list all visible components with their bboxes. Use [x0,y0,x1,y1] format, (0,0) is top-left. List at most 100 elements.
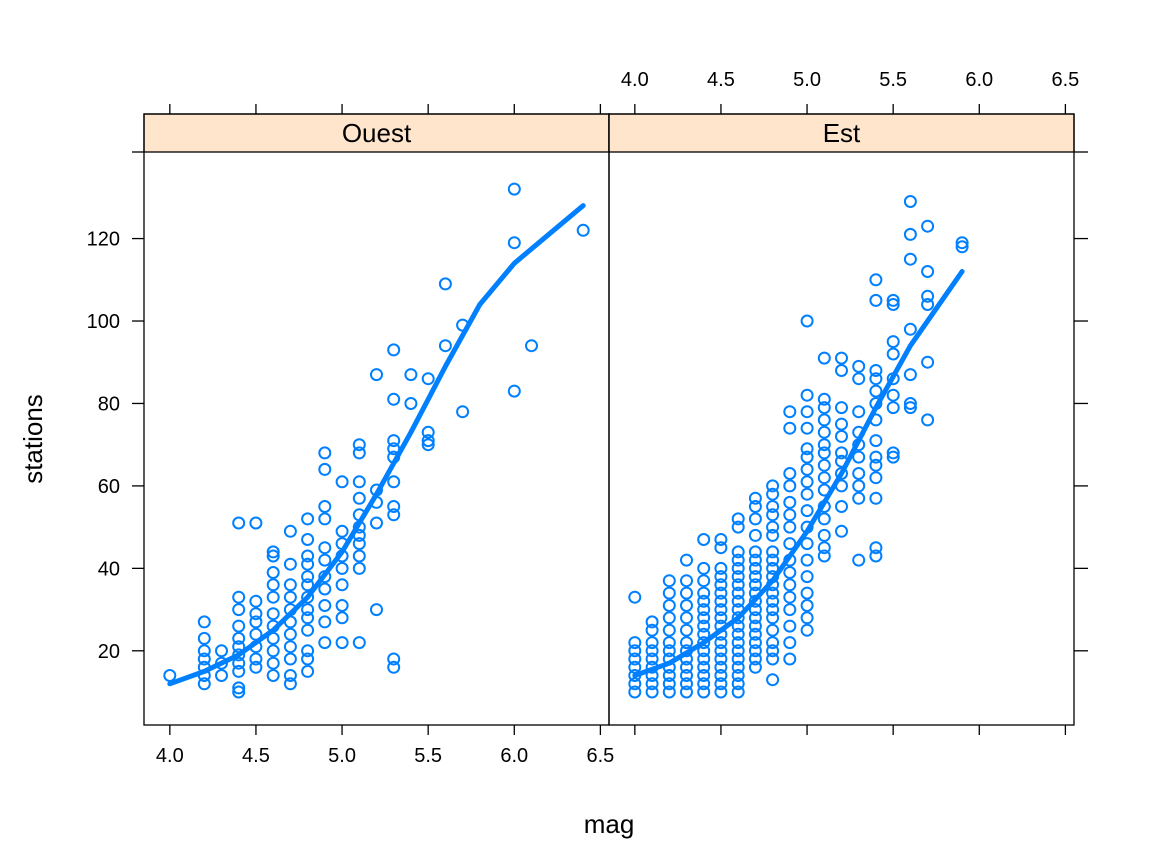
data-point [335,524,349,538]
data-point [697,685,711,699]
data-point [507,384,521,398]
data-point [335,636,349,650]
data-point [766,561,780,575]
data-point [886,401,900,415]
data-point [835,446,848,460]
data-point [697,574,711,588]
data-point [662,644,676,658]
data-point [748,603,762,617]
data-point [766,603,780,617]
y-tick-label: 120 [87,229,120,251]
data-point [817,446,831,460]
data-point [335,599,349,612]
data-point [249,660,263,674]
data-point [748,500,762,513]
data-point [835,417,848,431]
data-point [869,458,883,472]
data-point [817,438,831,452]
data-point [817,413,831,427]
data-point [714,611,728,625]
data-point [301,578,315,592]
data-point [421,438,435,452]
data-point [748,578,762,592]
data-point [628,652,642,666]
data-point [301,644,315,658]
data-point [197,644,211,658]
data-point [697,619,711,633]
data-point [387,475,401,489]
data-point [645,636,659,650]
data-point [955,236,969,250]
data-point [783,495,797,509]
x-tick-label-bottom: 5.5 [414,745,442,767]
data-point [680,669,693,682]
data-point [852,450,866,464]
data-point [283,627,297,641]
data-point [783,578,797,592]
data-point [249,652,263,666]
data-point [628,660,642,674]
data-point [766,636,780,650]
data-point [680,636,693,650]
data-point [232,516,246,530]
data-point [835,401,848,415]
data-point [748,611,762,625]
data-point [731,586,745,600]
data-point [869,491,883,505]
data-point [714,652,728,666]
data-point [232,681,246,695]
data-point [766,553,780,567]
data-point [387,660,401,674]
x-tick-label-top: 6.5 [1051,69,1079,91]
data-point [852,405,866,419]
y-tick-label: 20 [98,641,120,663]
data-point [507,182,521,196]
data-point [662,636,676,650]
data-point [301,557,315,571]
data-point [748,660,762,674]
data-point [370,603,383,617]
data-point [886,347,900,361]
data-point [714,644,728,658]
data-point [283,557,297,571]
data-point [628,636,642,650]
data-point [748,619,762,633]
data-point [163,669,177,682]
data-point [318,446,332,460]
data-point [662,574,676,588]
data-point [697,660,711,674]
data-point [731,660,745,674]
data-point [886,450,900,464]
data-point [266,549,280,563]
data-point [800,623,814,637]
data-point [766,520,780,534]
data-point [783,508,797,522]
data-point [921,265,935,278]
data-point [766,652,780,666]
data-point [731,512,745,526]
panel-ouest: Ouest [143,113,610,726]
data-point [283,578,297,592]
data-point [817,458,831,472]
data-point [766,586,780,600]
data-point [783,619,797,633]
x-axis-title: mag [584,809,635,839]
data-point [817,528,831,542]
data-point [301,664,315,678]
data-point [869,541,883,555]
data-point [766,623,780,637]
y-tick-label: 40 [98,558,120,580]
data-point [800,442,814,456]
data-point [352,491,366,505]
data-point [731,594,745,608]
data-point [869,384,883,398]
data-point [215,644,228,658]
data-point [714,561,728,575]
data-point [387,508,401,522]
data-point [335,578,349,592]
strip-label-est: Est [823,118,861,148]
data-point [903,368,917,382]
x-tick-label-top: 6.0 [965,69,993,91]
x-axis-bottom: 4.0 4.5 5.0 5.5 6.0 6.5 [156,725,1067,767]
